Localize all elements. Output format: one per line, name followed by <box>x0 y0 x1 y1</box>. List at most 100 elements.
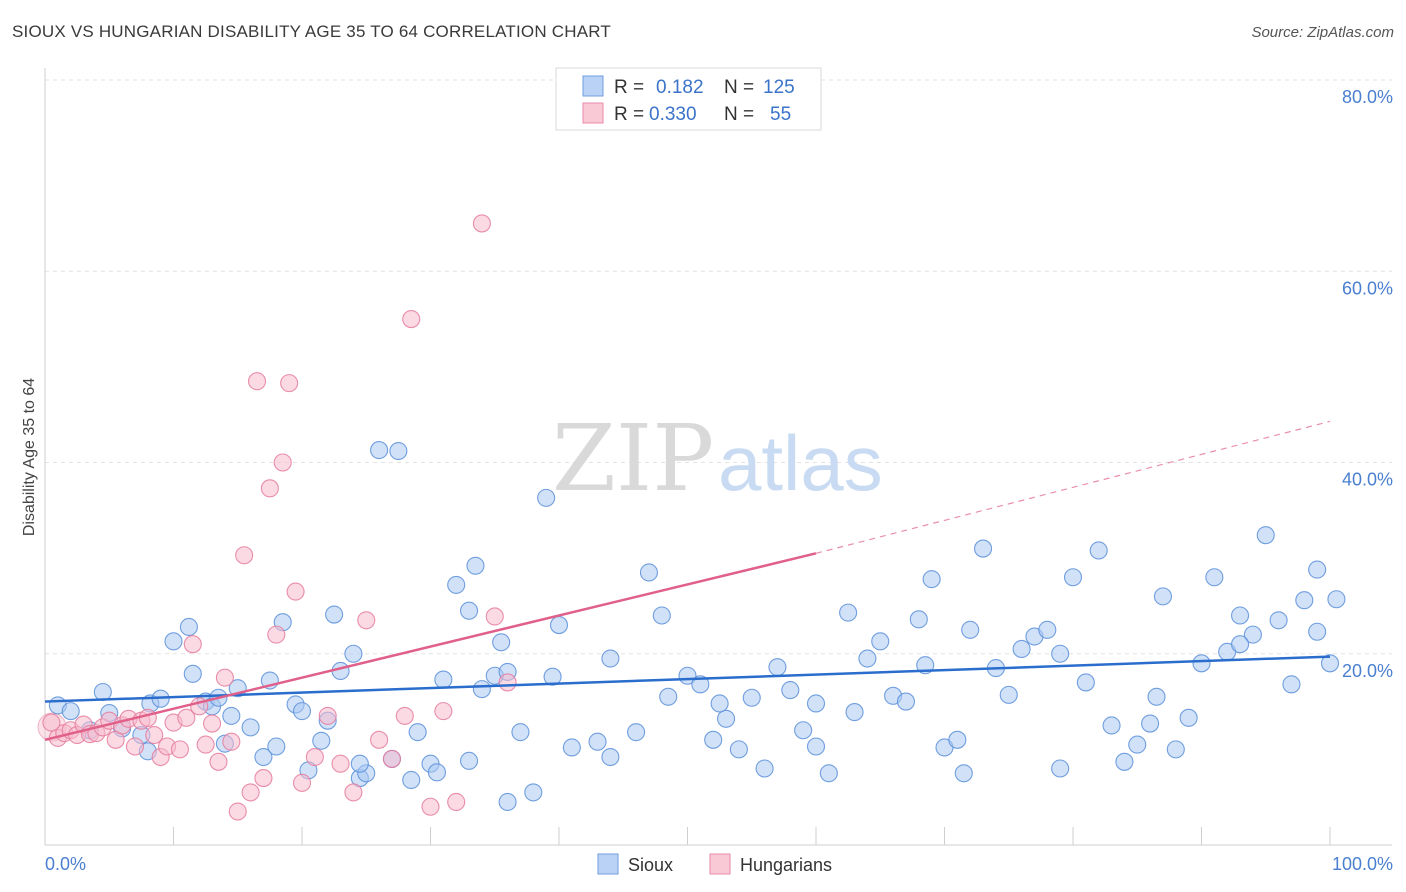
sioux-point <box>1320 654 1340 673</box>
y-tick-label: 60.0% <box>1342 278 1393 298</box>
sioux-point <box>768 658 787 677</box>
sioux-point <box>1038 620 1057 639</box>
sioux-point <box>1147 687 1166 706</box>
axes <box>44 68 1392 846</box>
sioux-point <box>961 620 980 639</box>
sioux-point <box>472 680 491 699</box>
sioux-point <box>1327 590 1346 609</box>
sioux-point <box>370 441 389 460</box>
hungarian-point <box>267 625 286 644</box>
sioux-point <box>794 721 813 740</box>
source-label: Source: ZipAtlas.com <box>1251 24 1394 41</box>
sioux-point <box>896 692 916 711</box>
hungarian-point <box>196 735 215 754</box>
sioux-point <box>466 556 485 575</box>
sioux-point <box>839 603 858 622</box>
sioux-point <box>601 649 620 668</box>
sioux-point <box>344 644 363 663</box>
sioux-point <box>1089 541 1108 560</box>
sioux-point <box>1243 625 1262 644</box>
sioux-point <box>1141 714 1160 733</box>
sioux-point <box>549 616 569 635</box>
hungarian-trend-line <box>44 552 817 742</box>
hungarian-point <box>344 783 363 802</box>
sioux-point <box>716 709 736 728</box>
sioux-trend-line <box>44 655 1331 703</box>
hungarian-point <box>485 607 504 626</box>
sioux-point <box>267 737 286 756</box>
sioux-point <box>1102 716 1121 735</box>
hungarian-point <box>222 732 241 751</box>
x-tick-labels: 0.0% 100.0% <box>45 854 1393 874</box>
sioux-point <box>183 664 202 683</box>
hungarian-point <box>472 214 491 233</box>
sioux-point <box>93 682 112 702</box>
y-axis-label: Disability Age 35 to 64 <box>21 378 38 536</box>
hungarian-point <box>138 708 157 727</box>
gridlines <box>45 79 1392 655</box>
sioux-point <box>447 575 466 594</box>
hungarian-point <box>145 725 164 745</box>
sioux-point <box>871 632 890 651</box>
sioux-point <box>922 570 941 589</box>
sioux-point <box>845 703 864 722</box>
series-legend: Sioux Hungarians <box>597 853 832 875</box>
sioux-point <box>434 670 453 689</box>
legend-n-label-sioux: N = <box>724 77 754 98</box>
hungarian-point <box>183 635 202 654</box>
legend-r-value-sioux: 0.182 <box>656 77 704 98</box>
trend-lines <box>44 420 1331 742</box>
y-tick-label: 80.0% <box>1342 87 1393 107</box>
legend-n-value-hungarians: 55 <box>770 104 791 125</box>
hungarian-point <box>260 479 279 498</box>
sioux-point <box>1231 635 1250 654</box>
sioux-point <box>1282 675 1301 694</box>
sioux-point <box>459 751 479 770</box>
correlation-legend: R = 0.182 N = 125 R = 0.330 N = 55 <box>555 67 822 131</box>
hungarian-point <box>286 582 305 601</box>
sioux-point <box>1308 622 1327 641</box>
sioux-point <box>704 730 723 749</box>
sioux-point <box>1115 752 1134 771</box>
sioux-point <box>601 747 620 767</box>
y-tick-label: 40.0% <box>1342 470 1393 490</box>
hungarian-point <box>395 706 414 725</box>
sioux-point <box>1153 587 1172 606</box>
x-tick-label: 100.0% <box>1332 854 1393 874</box>
hungarian-point <box>177 708 196 727</box>
sioux-point <box>427 763 446 782</box>
sioux-point <box>537 488 556 507</box>
sioux-point <box>292 702 312 721</box>
hungarian-point <box>382 749 402 768</box>
hungarian-point <box>235 546 254 565</box>
sioux-point <box>588 732 607 751</box>
sioux-point <box>1295 591 1314 610</box>
hungarian-point <box>241 783 260 802</box>
sioux-point <box>1128 735 1147 754</box>
sioux-point <box>1179 708 1198 727</box>
hungarian-point <box>305 747 324 767</box>
watermark-atlas: atlas <box>718 419 883 507</box>
sioux-point <box>1231 606 1250 625</box>
sioux-point <box>742 688 761 707</box>
hungarian-point <box>203 714 222 733</box>
sioux-point <box>408 723 427 742</box>
hungarian-point <box>318 706 337 725</box>
hungarian-point <box>421 797 440 816</box>
sioux-point <box>781 681 800 700</box>
hungarian-point <box>273 453 292 472</box>
hungarian-point <box>498 673 517 692</box>
sioux-point <box>755 759 774 778</box>
sioux-point <box>1051 759 1070 778</box>
legend-n-value-sioux: 125 <box>763 77 795 98</box>
hungarian-point <box>292 773 312 792</box>
hungarian-point <box>447 792 466 812</box>
hungarian-point <box>434 702 453 721</box>
sioux-point <box>729 740 748 759</box>
sioux-point <box>691 675 710 694</box>
sioux-point <box>459 601 479 620</box>
sioux-point <box>973 539 993 558</box>
chart-title: SIOUX VS HUNGARIAN DISABILITY AGE 35 TO … <box>12 22 611 41</box>
sioux-point <box>999 685 1018 704</box>
